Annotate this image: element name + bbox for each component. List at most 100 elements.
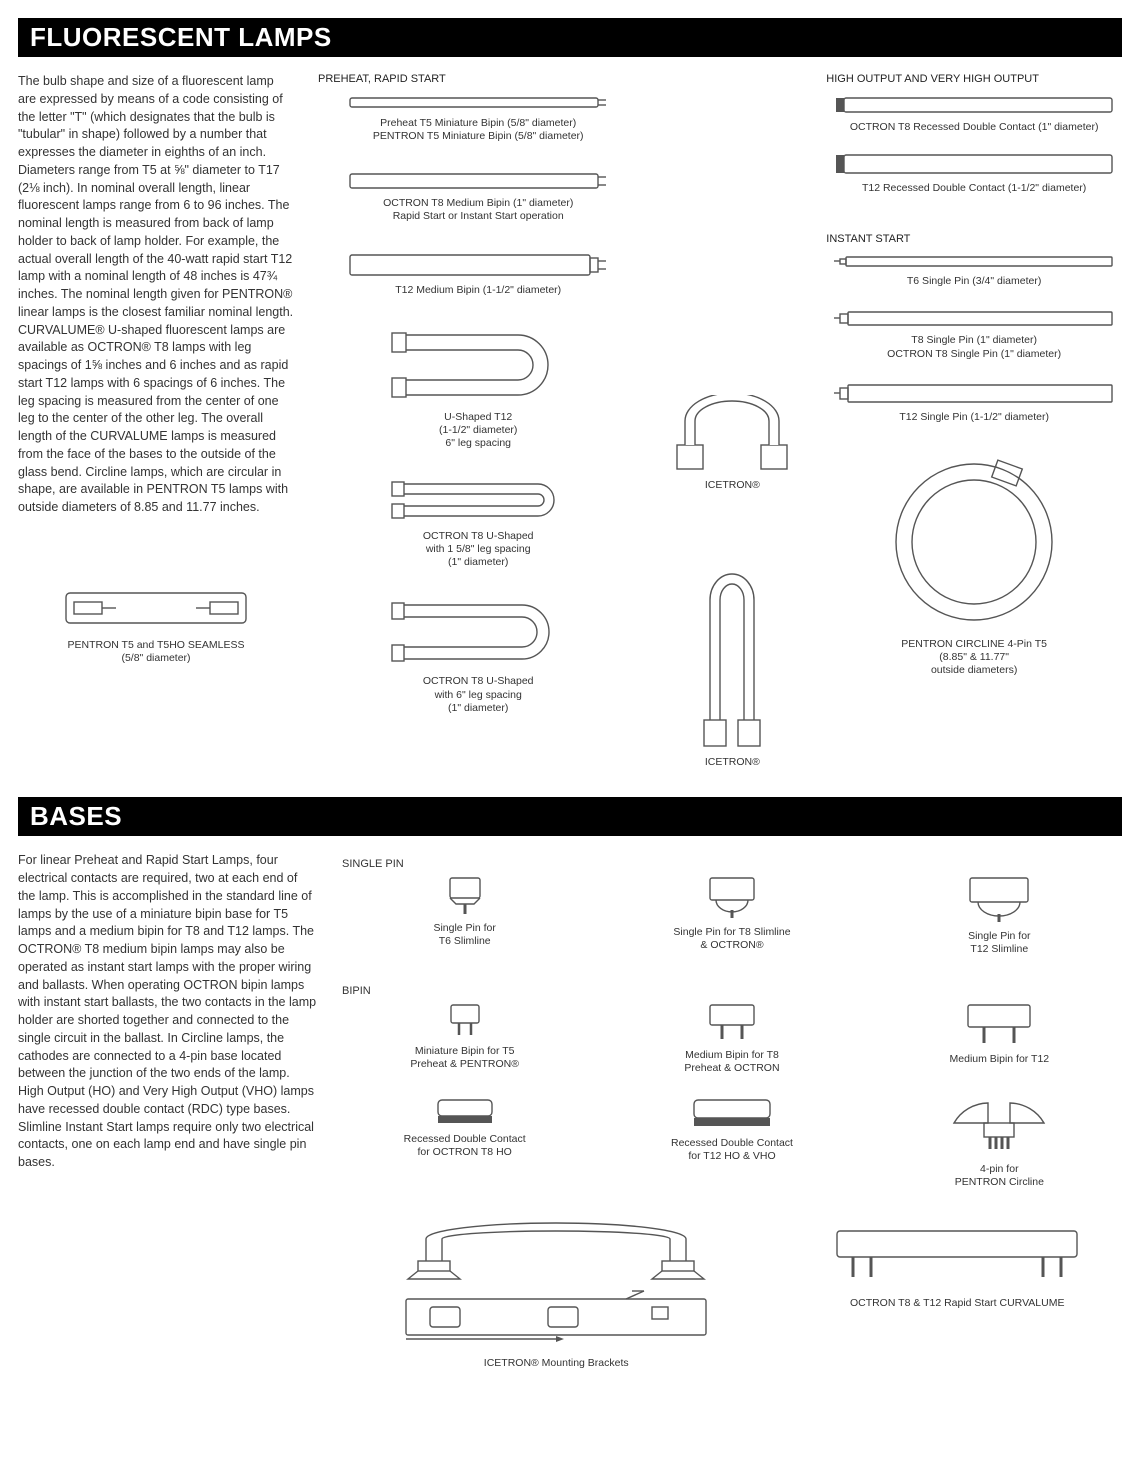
4pin-circline-label: 4-pin for PENTRON Circline bbox=[877, 1163, 1122, 1189]
med-bipin-t12-label: Medium Bipin for T12 bbox=[877, 1053, 1122, 1066]
lamps-left-column: The bulb shape and size of a fluorescent… bbox=[18, 73, 294, 797]
bases-header: BASES bbox=[18, 797, 1122, 836]
icetron-brackets-icon bbox=[396, 1221, 716, 1351]
curvalume-base: OCTRON T8 & T12 Rapid Start CURVALUME bbox=[792, 1221, 1122, 1370]
high-output-header: HIGH OUTPUT AND VERY HIGH OUTPUT bbox=[826, 73, 1122, 85]
t5-bipin-label: Preheat T5 Miniature Bipin (5/8" diamete… bbox=[318, 117, 638, 143]
bases-body-copy: For linear Preheat and Rapid Start Lamps… bbox=[18, 852, 318, 1172]
bases-left-column: For linear Preheat and Rapid Start Lamps… bbox=[18, 852, 318, 1392]
u-t8-6in-icon bbox=[388, 597, 568, 669]
lamp-t5-bipin: Preheat T5 Miniature Bipin (5/8" diamete… bbox=[318, 95, 638, 143]
lamps-body-copy: The bulb shape and size of a fluorescent… bbox=[18, 73, 294, 517]
lamps-diagram-area: PREHEAT, RAPID START Preheat T5 Miniatur… bbox=[318, 73, 1122, 797]
lamp-t12-rdc: T12 Recessed Double Contact (1-1/2" diam… bbox=[826, 152, 1122, 195]
rdc-t12-icon bbox=[682, 1097, 782, 1131]
sp-t8-icon bbox=[692, 876, 772, 920]
lamp-icetron: ICETRON® bbox=[658, 395, 806, 492]
t12-sp-icon bbox=[834, 383, 1114, 405]
seamless-lamp-diagram: PENTRON T5 and T5HO SEAMLESS (5/8" diame… bbox=[18, 587, 294, 665]
t12-bipin-icon bbox=[348, 252, 608, 278]
rdc-t8-label: Recessed Double Contact for OCTRON T8 HO bbox=[342, 1133, 587, 1159]
sp-t12-icon bbox=[954, 876, 1044, 924]
base-med-bipin-t8: Medium Bipin for T8 Preheat & OCTRON bbox=[609, 1003, 854, 1075]
icetron-brackets-label: ICETRON® Mounting Brackets bbox=[342, 1357, 770, 1370]
u-t12-label: U-Shaped T12 (1-1/2" diameter) 6" leg sp… bbox=[318, 411, 638, 450]
t8-bipin-icon bbox=[348, 171, 608, 191]
med-bipin-t8-label: Medium Bipin for T8 Preheat & OCTRON bbox=[609, 1049, 854, 1075]
curvalume-base-icon bbox=[827, 1221, 1087, 1291]
t12-rdc-label: T12 Recessed Double Contact (1-1/2" diam… bbox=[826, 182, 1122, 195]
seamless-caption: PENTRON T5 and T5HO SEAMLESS (5/8" diame… bbox=[18, 639, 294, 665]
lamp-u-t8-tight: OCTRON T8 U-Shaped with 1 5/8" leg spaci… bbox=[318, 478, 638, 569]
lamp-circline: PENTRON CIRCLINE 4-Pin T5 (8.85" & 11.77… bbox=[826, 452, 1122, 677]
4pin-circline-icon bbox=[944, 1097, 1054, 1157]
instant-start-header: INSTANT START bbox=[826, 233, 1122, 245]
u-t8-tight-label: OCTRON T8 U-Shaped with 1 5/8" leg spaci… bbox=[318, 530, 638, 569]
t6-sp-icon bbox=[834, 255, 1114, 269]
base-sp-t8: Single Pin for T8 Slimline & OCTRON® bbox=[609, 876, 854, 956]
bases-diagram-grid: SINGLE PIN Single Pin for T6 Slimline Si… bbox=[342, 852, 1122, 1392]
fluorescent-lamps-header: FLUORESCENT LAMPS bbox=[18, 18, 1122, 57]
preheat-column: PREHEAT, RAPID START Preheat T5 Miniatur… bbox=[318, 73, 638, 797]
lamp-t8-rdc: OCTRON T8 Recessed Double Contact (1" di… bbox=[826, 95, 1122, 134]
bipin-row: Miniature Bipin for T5 Preheat & PENTRON… bbox=[342, 1003, 1122, 1097]
base-rdc-t8: Recessed Double Contact for OCTRON T8 HO bbox=[342, 1097, 587, 1189]
base-sp-t6: Single Pin for T6 Slimline bbox=[342, 876, 587, 956]
lamp-t8-bipin: OCTRON T8 Medium Bipin (1" diameter) Rap… bbox=[318, 171, 638, 223]
t8-bipin-label: OCTRON T8 Medium Bipin (1" diameter) Rap… bbox=[318, 197, 638, 223]
single-pin-row: Single Pin for T6 Slimline Single Pin fo… bbox=[342, 876, 1122, 978]
lamps-section-body: The bulb shape and size of a fluorescent… bbox=[18, 57, 1122, 797]
rdc-t12-label: Recessed Double Contact for T12 HO & VHO bbox=[609, 1137, 854, 1163]
curvalume-base-label: OCTRON T8 & T12 Rapid Start CURVALUME bbox=[792, 1297, 1122, 1310]
lamp-u-t8-6in: OCTRON T8 U-Shaped with 6" leg spacing (… bbox=[318, 597, 638, 714]
base-rdc-t12: Recessed Double Contact for T12 HO & VHO bbox=[609, 1097, 854, 1189]
bases-section-body: For linear Preheat and Rapid Start Lamps… bbox=[18, 836, 1122, 1392]
lamp-t6-sp: T6 Single Pin (3/4" diameter) bbox=[826, 255, 1122, 288]
high-output-column: HIGH OUTPUT AND VERY HIGH OUTPUT OCTRON … bbox=[826, 73, 1122, 797]
bottom-row: ICETRON® Mounting Brackets OCTRON T8 & T… bbox=[342, 1221, 1122, 1392]
base-4pin-circline: 4-pin for PENTRON Circline bbox=[877, 1097, 1122, 1189]
t8-rdc-icon bbox=[834, 95, 1114, 115]
icetron-column: ICETRON® ICETRON® bbox=[658, 73, 806, 797]
t8-sp-icon bbox=[834, 310, 1114, 328]
seamless-lamp-icon bbox=[56, 587, 256, 633]
med-bipin-t12-icon bbox=[954, 1003, 1044, 1047]
mini-bipin-label: Miniature Bipin for T5 Preheat & PENTRON… bbox=[342, 1045, 587, 1071]
u-t8-6in-label: OCTRON T8 U-Shaped with 6" leg spacing (… bbox=[318, 675, 638, 714]
lamp-t8-sp: T8 Single Pin (1" diameter) OCTRON T8 Si… bbox=[826, 310, 1122, 360]
icetron-tall-icon bbox=[682, 570, 782, 750]
circline-icon bbox=[884, 452, 1064, 632]
icetron-label: ICETRON® bbox=[658, 479, 806, 492]
icetron-brackets: ICETRON® Mounting Brackets bbox=[342, 1221, 770, 1370]
rdc-row: Recessed Double Contact for OCTRON T8 HO… bbox=[342, 1097, 1122, 1211]
t6-sp-label: T6 Single Pin (3/4" diameter) bbox=[826, 275, 1122, 288]
sp-t6-icon bbox=[430, 876, 500, 916]
med-bipin-t8-icon bbox=[694, 1003, 770, 1043]
t12-rdc-icon bbox=[834, 152, 1114, 176]
base-mini-bipin: Miniature Bipin for T5 Preheat & PENTRON… bbox=[342, 1003, 587, 1075]
u-t12-icon bbox=[388, 325, 568, 405]
icetron-icon bbox=[667, 395, 797, 473]
preheat-header: PREHEAT, RAPID START bbox=[318, 73, 638, 85]
lamp-t12-sp: T12 Single Pin (1-1/2" diameter) bbox=[826, 383, 1122, 424]
base-med-bipin-t12: Medium Bipin for T12 bbox=[877, 1003, 1122, 1075]
sp-t12-label: Single Pin for T12 Slimline bbox=[877, 930, 1122, 956]
bipin-header: BIPIN bbox=[342, 985, 1122, 997]
mini-bipin-icon bbox=[435, 1003, 495, 1039]
sp-t8-label: Single Pin for T8 Slimline & OCTRON® bbox=[609, 926, 854, 952]
sp-t6-label: Single Pin for T6 Slimline bbox=[342, 922, 587, 948]
t5-bipin-icon bbox=[348, 95, 608, 111]
t12-bipin-label: T12 Medium Bipin (1-1/2" diameter) bbox=[318, 284, 638, 297]
u-t8-tight-icon bbox=[388, 478, 568, 524]
t8-sp-label: T8 Single Pin (1" diameter) OCTRON T8 Si… bbox=[826, 334, 1122, 360]
t8-rdc-label: OCTRON T8 Recessed Double Contact (1" di… bbox=[826, 121, 1122, 134]
circline-label: PENTRON CIRCLINE 4-Pin T5 (8.85" & 11.77… bbox=[826, 638, 1122, 677]
t12-sp-label: T12 Single Pin (1-1/2" diameter) bbox=[826, 411, 1122, 424]
rdc-t8-icon bbox=[424, 1097, 506, 1127]
lamp-t12-bipin: T12 Medium Bipin (1-1/2" diameter) bbox=[318, 252, 638, 297]
lamp-u-t12: U-Shaped T12 (1-1/2" diameter) 6" leg sp… bbox=[318, 325, 638, 450]
lamp-icetron-tall: ICETRON® bbox=[658, 570, 806, 769]
single-pin-header: SINGLE PIN bbox=[342, 858, 1122, 870]
base-sp-t12: Single Pin for T12 Slimline bbox=[877, 876, 1122, 956]
icetron-tall-label: ICETRON® bbox=[658, 756, 806, 769]
